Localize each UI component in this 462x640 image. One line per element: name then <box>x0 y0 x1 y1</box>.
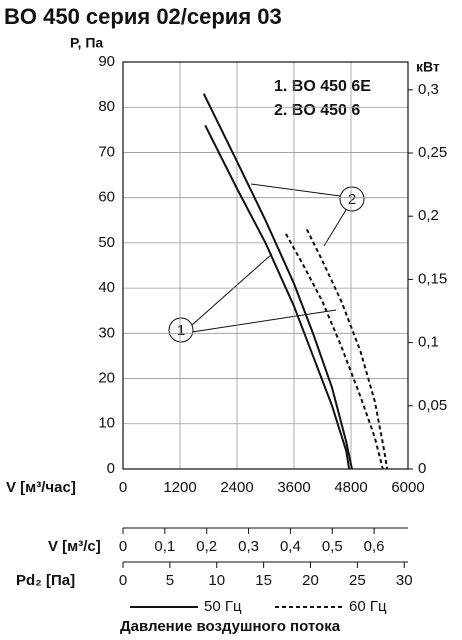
legend-label: 60 Гц <box>349 598 387 615</box>
curve <box>204 124 351 470</box>
model-label: 1. BO 450 6E <box>274 78 371 95</box>
caption: Давление воздушного потока <box>120 618 341 635</box>
chart-title: BO 450 серия 02/серия 03 <box>4 4 282 29</box>
axis-tick-label: 5 <box>166 572 174 589</box>
axis-tick-label: 0,3 <box>238 538 259 555</box>
y-tick-label: 90 <box>98 53 115 70</box>
axis-tick-label: 0,1 <box>154 538 175 555</box>
axis-tick-label: 30 <box>396 572 413 589</box>
y2-tick-label: 0,05 <box>418 397 447 414</box>
y-tick-label: 20 <box>98 370 115 387</box>
plot-frame <box>122 61 409 470</box>
model-label: 2. BO 450 6 <box>274 102 360 119</box>
y-tick-label: 10 <box>98 415 115 432</box>
axis-label: Pd₂ [Па] <box>16 572 75 589</box>
y-axis-label: P, Па <box>70 35 103 51</box>
x-tick-label: 3600 <box>277 479 310 496</box>
y2-tick-label: 0,25 <box>418 144 447 161</box>
y-tick-label: 70 <box>98 143 115 160</box>
x-tick-label: 4800 <box>334 479 367 496</box>
curve <box>202 93 353 470</box>
leader-lines <box>168 183 365 343</box>
y-tick-label: 30 <box>98 324 115 341</box>
y2-tick-label: 0,15 <box>418 270 447 287</box>
y2-tick-label: 0,1 <box>418 334 439 351</box>
axis-tick-label: 20 <box>302 572 319 589</box>
y2-axis-label: кВт <box>416 59 440 75</box>
curve <box>285 233 384 470</box>
x-axis-label: V [м³/час] <box>6 479 76 496</box>
axis-label: V [м³/с] <box>48 538 101 555</box>
legend-label: 50 Гц <box>204 598 242 615</box>
y2-tick-label: 0,2 <box>418 207 439 224</box>
x-tick-label: 2400 <box>220 479 253 496</box>
axis-tick-label: 0 <box>119 538 127 555</box>
y2-tick-label: 0 <box>418 460 426 477</box>
y-tick-label: 50 <box>98 234 115 251</box>
axis-tick-label: 0,6 <box>364 538 385 555</box>
axis-tick-label: 0,2 <box>196 538 217 555</box>
y-tick-label: 80 <box>98 98 115 115</box>
axis-tick-label: 10 <box>208 572 225 589</box>
y2-tick-label: 0,3 <box>418 81 439 98</box>
axis-tick-label: 15 <box>255 572 272 589</box>
axis-tick-label: 0,4 <box>280 538 301 555</box>
x-tick-label: 1200 <box>163 479 196 496</box>
y-tick-label: 0 <box>107 460 115 477</box>
curve <box>305 228 389 470</box>
annotation: 2 <box>348 191 356 208</box>
annotation: 1 <box>177 322 185 339</box>
axis-tick-label: 0,5 <box>322 538 343 555</box>
x-tick-label: 0 <box>119 479 127 496</box>
y-tick-label: 60 <box>98 189 115 206</box>
y-tick-label: 40 <box>98 279 115 296</box>
x-tick-label: 6000 <box>391 479 424 496</box>
axis-tick-label: 25 <box>349 572 366 589</box>
axis-tick-label: 0 <box>119 572 127 589</box>
